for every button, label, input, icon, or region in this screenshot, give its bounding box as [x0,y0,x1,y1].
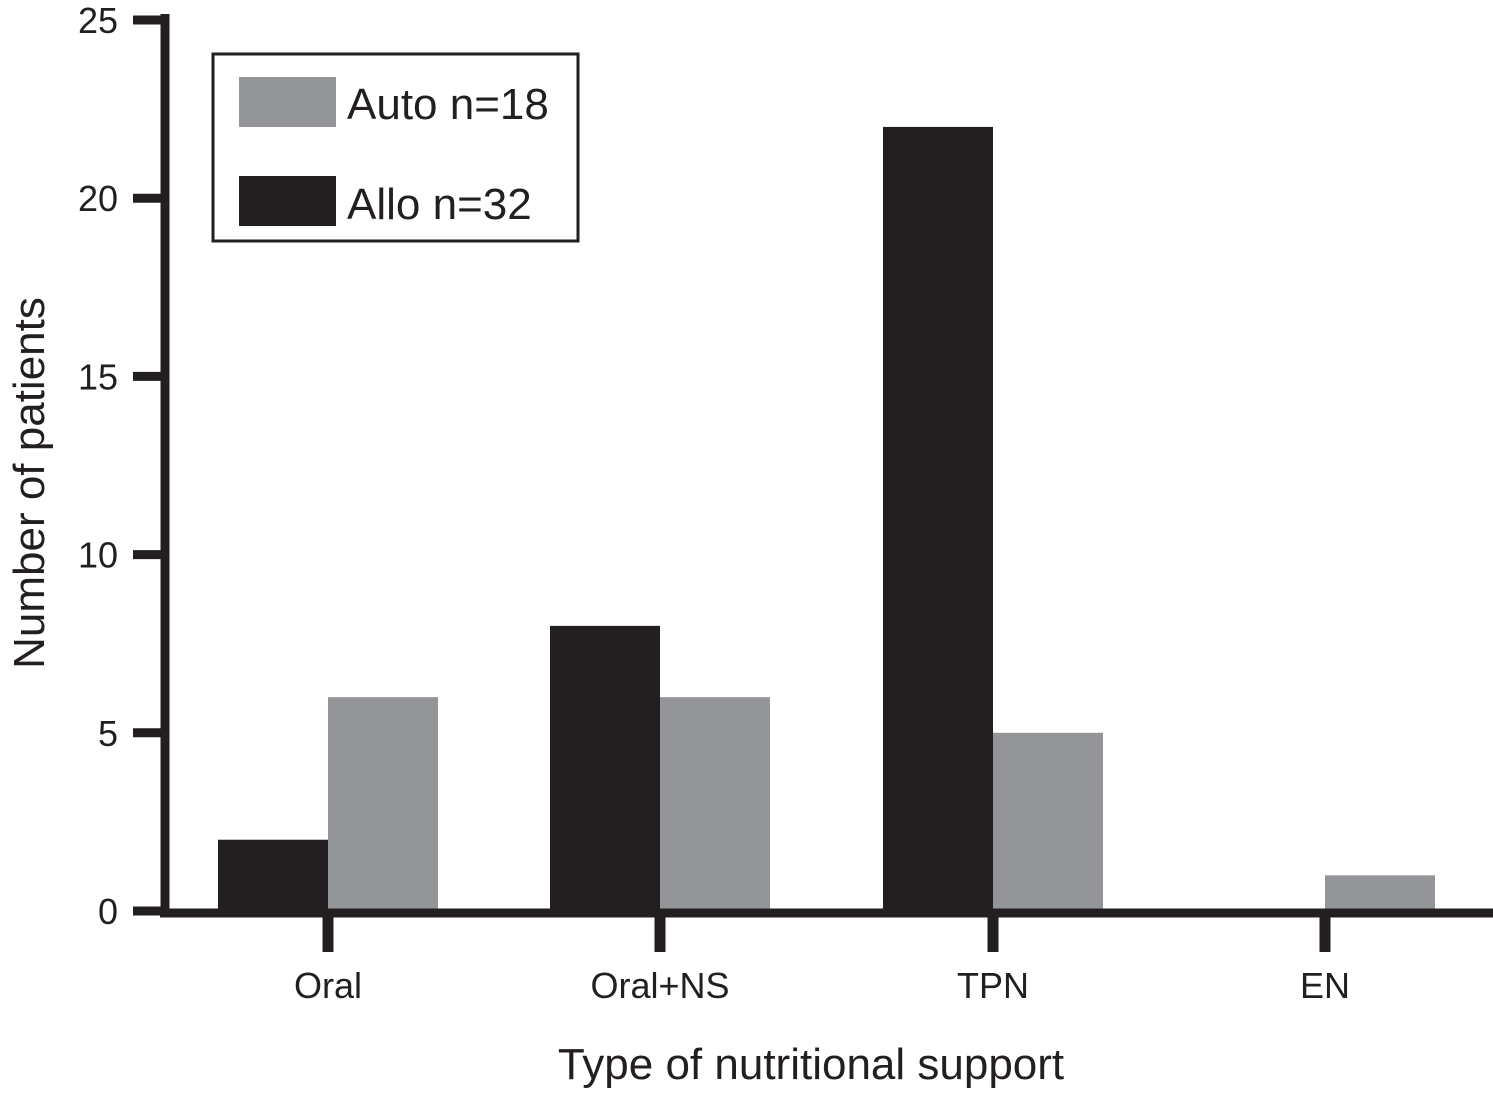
x-ticks-group: Oral Oral+NS TPN EN [294,911,1350,1006]
legend-swatch-allo [239,176,336,226]
bar-oral-allo [218,839,328,911]
y-tick-label-0: 0 [98,891,118,932]
bar-tpn-allo [883,126,993,912]
x-tick-label-oral-ns: Oral+NS [590,965,729,1006]
legend-label-auto: Auto n=18 [347,80,549,129]
legend-label-allo: Allo n=32 [347,180,532,229]
x-tick-label-oral: Oral [294,965,362,1006]
x-tick-label-tpn: TPN [957,965,1029,1006]
y-tick-label-25: 25 [78,0,118,41]
x-tick-label-en: EN [1300,965,1350,1006]
axes-group [160,14,1493,918]
legend-swatch-auto [239,77,336,127]
y-tick-label-5: 5 [98,713,118,754]
bar-oral-ns-allo [550,625,660,911]
y-tick-label-15: 15 [78,356,118,397]
bar-tpn-auto [993,732,1103,911]
legend: Auto n=18 Allo n=32 [211,52,580,243]
bar-en-auto [1325,875,1435,911]
y-axis-title: Number of patients [5,297,54,669]
y-ticks-group: 0 5 10 15 20 25 [78,0,165,932]
x-axis-title: Type of nutritional support [558,1040,1064,1089]
y-tick-label-10: 10 [78,535,118,576]
bars-group [218,126,1435,912]
bar-oral-ns-auto [660,697,770,911]
bar-oral-auto [328,697,438,911]
y-tick-label-20: 20 [78,178,118,219]
